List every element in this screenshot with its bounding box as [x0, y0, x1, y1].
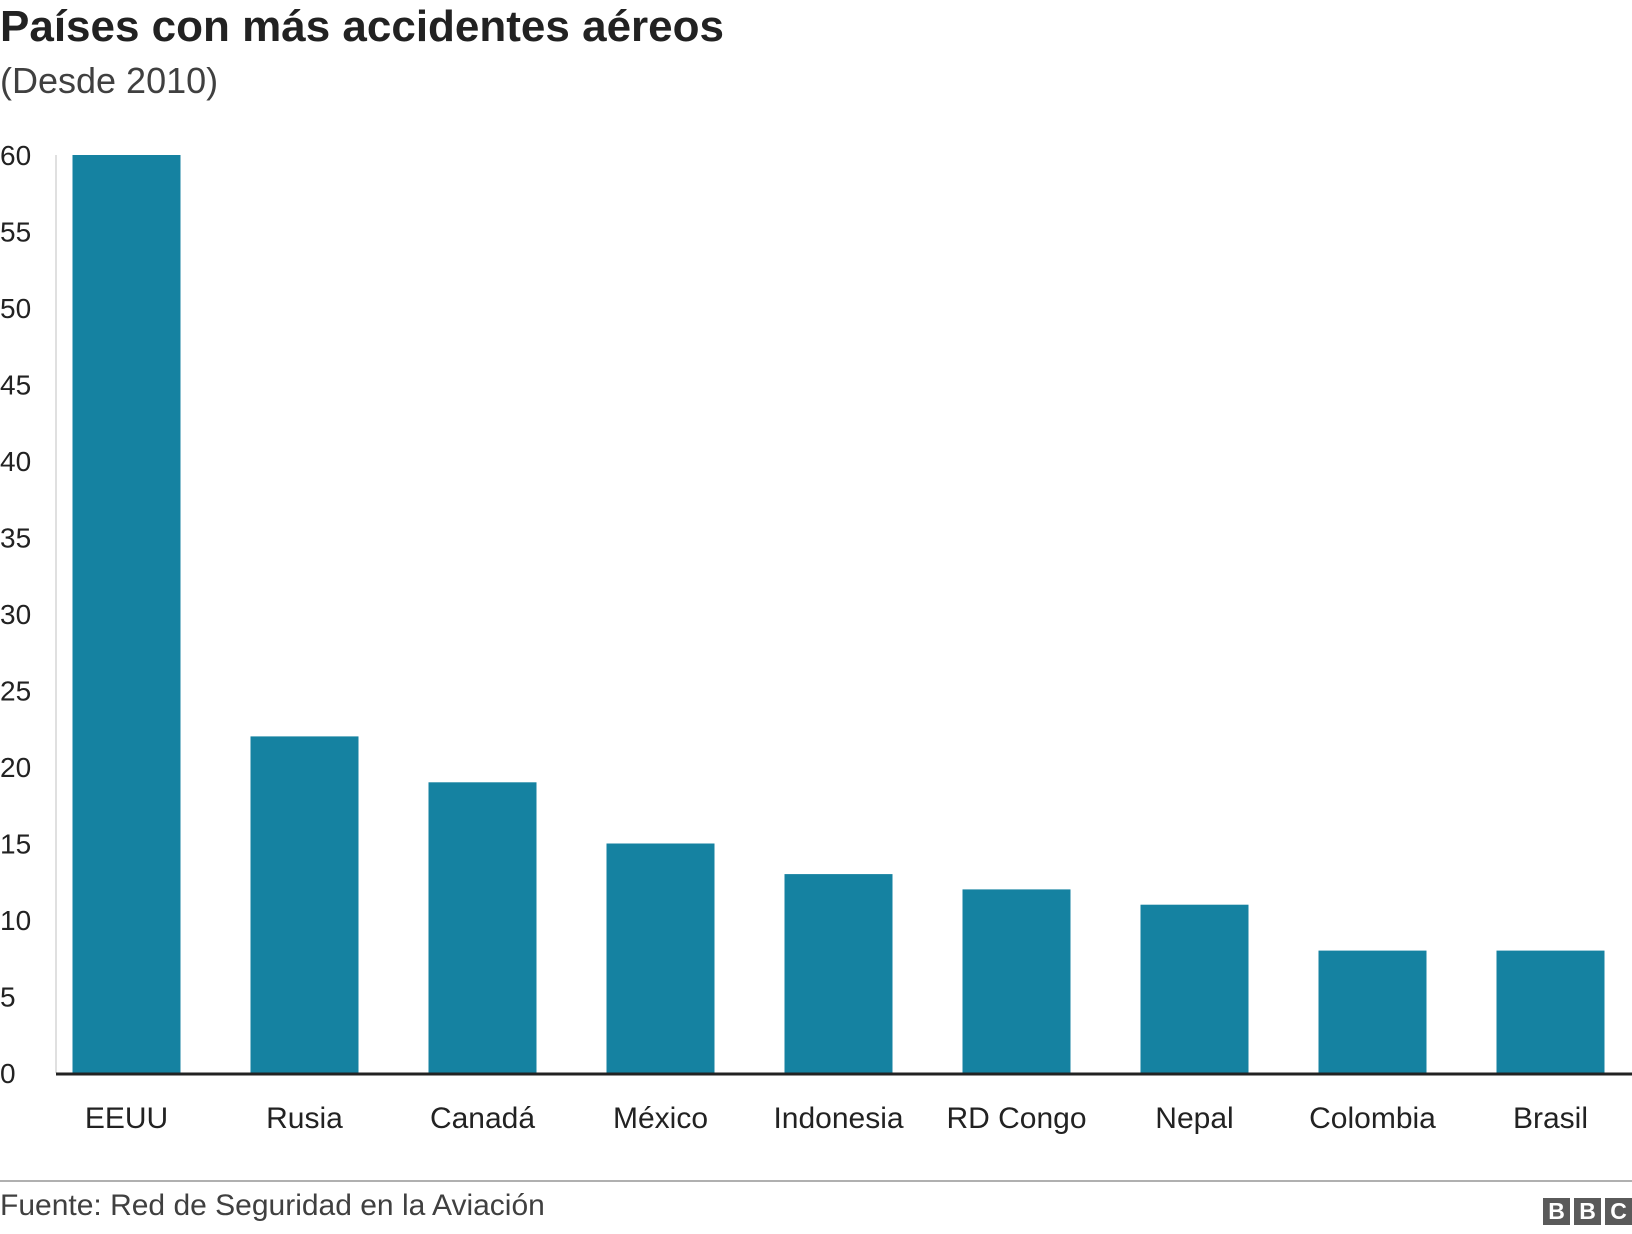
x-category-label: Colombia	[1309, 1102, 1436, 1135]
chart-subtitle: (Desde 2010)	[0, 60, 219, 101]
bbc-logo-letter: B	[1543, 1198, 1570, 1225]
bar	[1318, 950, 1427, 1073]
y-tick-label: 0	[0, 1058, 16, 1089]
x-axis-labels: EEUU Rusia Canadá México Indonesia RD Congo Ne…	[85, 1102, 1588, 1135]
bar	[72, 155, 181, 1073]
footer-divider	[0, 1180, 1632, 1182]
y-tick-label: 55	[0, 217, 31, 248]
bar	[250, 736, 359, 1073]
y-tick-label: 25	[0, 676, 31, 707]
x-category-label: Nepal	[1155, 1102, 1233, 1135]
bar	[962, 889, 1071, 1073]
y-tick-label: 15	[0, 829, 31, 860]
x-category-label: Canadá	[430, 1102, 535, 1135]
x-category-label: Rusia	[266, 1102, 343, 1135]
bar	[784, 874, 893, 1073]
y-tick-label: 5	[0, 982, 16, 1013]
bar	[1496, 950, 1605, 1073]
bar	[606, 843, 715, 1073]
bars-group	[72, 155, 1605, 1073]
y-tick-label: 50	[0, 293, 31, 324]
x-category-label: EEUU	[85, 1102, 168, 1135]
bbc-logo-letter: C	[1605, 1198, 1632, 1225]
y-tick-label: 20	[0, 752, 31, 783]
y-tick-label: 30	[0, 599, 31, 630]
y-tick-label: 45	[0, 370, 31, 401]
x-category-label: RD Congo	[946, 1102, 1086, 1135]
x-category-label: Indonesia	[773, 1102, 903, 1135]
bar	[1140, 904, 1249, 1073]
bbc-logo: B B C	[1543, 1198, 1632, 1225]
source-note: Fuente: Red de Seguridad en la Aviación	[0, 1189, 545, 1222]
y-tick-label: 60	[0, 140, 31, 171]
chart-title: Países con más accidentes aéreos	[0, 2, 724, 51]
x-category-label: Brasil	[1513, 1102, 1588, 1135]
bar-chart: 0 5 10 15 20 25 30 35 40 45 50 55 60 EEUU Rusia Canadá…	[0, 140, 1632, 1135]
y-axis-ticks: 0 5 10 15 20 25 30 35 40 45 50 55 60	[0, 140, 31, 1089]
x-category-label: México	[613, 1102, 708, 1135]
bar	[428, 782, 537, 1073]
y-tick-label: 10	[0, 905, 31, 936]
bbc-logo-letter: B	[1574, 1198, 1601, 1225]
y-tick-label: 40	[0, 446, 31, 477]
y-tick-label: 35	[0, 523, 31, 554]
